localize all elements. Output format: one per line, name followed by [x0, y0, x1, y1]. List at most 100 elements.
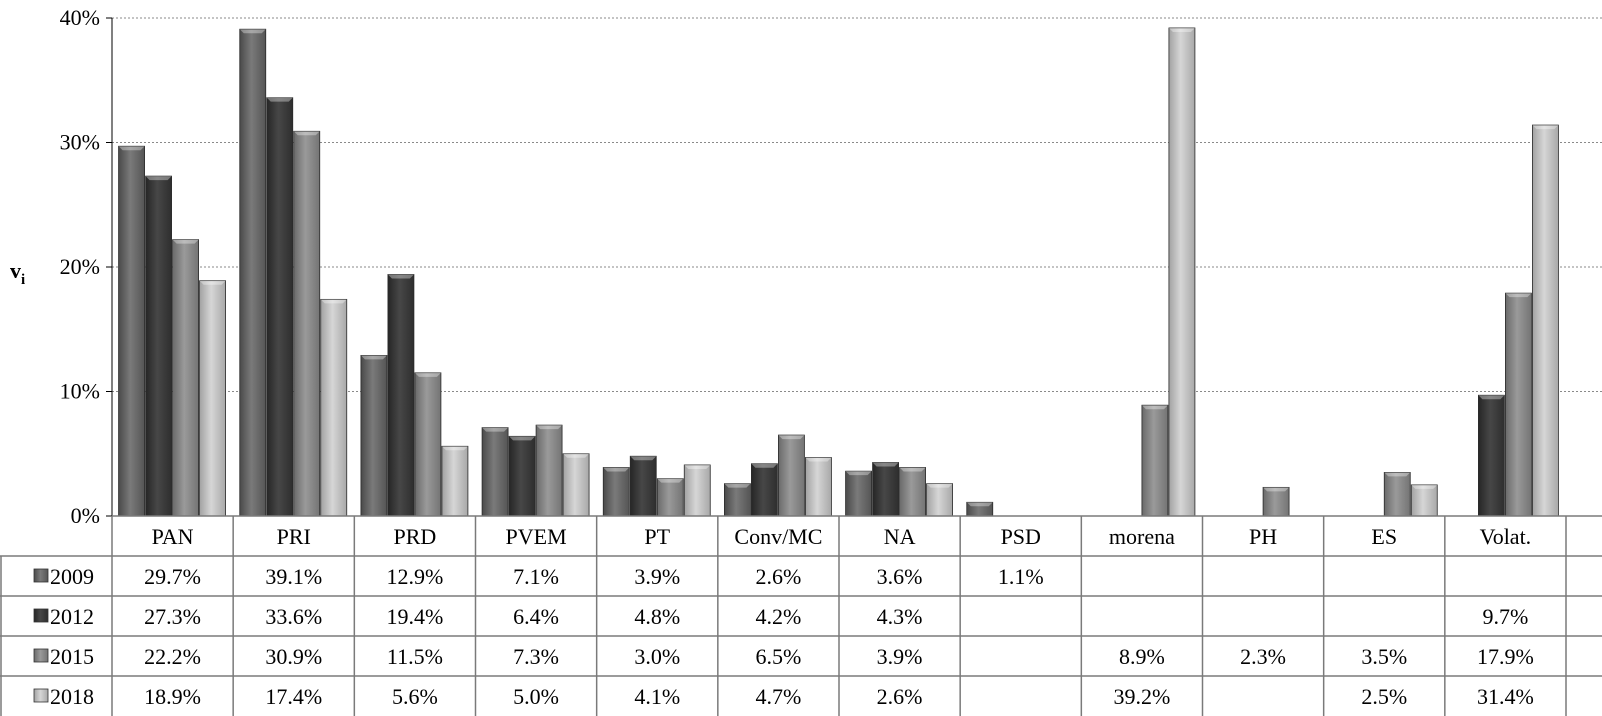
y-tick-label: 30%: [60, 130, 100, 155]
bar-cap: [563, 453, 590, 458]
legend-label-2018: 2018: [50, 684, 94, 709]
bar-2009-na: [845, 470, 872, 517]
legend-swatch-2018: [33, 688, 49, 703]
bar-cap: [845, 471, 872, 476]
bar-2015-ph: [1262, 486, 1290, 517]
bar-cap: [360, 355, 387, 360]
bar-2012-pt: [629, 455, 657, 517]
category-label: PAN: [152, 524, 194, 549]
data-label: 17.4%: [265, 684, 322, 709]
bar-cap: [199, 280, 226, 285]
data-label: 29.7%: [144, 564, 201, 589]
bar-cap: [482, 427, 509, 432]
bar-cap: [145, 176, 172, 181]
data-label: 6.4%: [513, 604, 559, 629]
data-label: 8.9%: [1119, 644, 1165, 669]
y-tick-label: 20%: [60, 254, 100, 279]
bar-2018-morena: [1168, 27, 1196, 517]
bar-cap: [966, 502, 993, 507]
bar-2012-na: [872, 462, 899, 517]
bar-cap: [724, 483, 751, 488]
bar-cap: [657, 478, 684, 483]
bar-cap: [239, 29, 266, 34]
data-label: 19.4%: [387, 604, 444, 629]
bar-2015-conv-mc: [778, 434, 805, 517]
bar-cap: [1384, 472, 1411, 477]
bar-2015-na: [899, 467, 926, 517]
bar-2012-prd: [387, 274, 415, 517]
data-label: 7.3%: [513, 644, 559, 669]
data-label: 3.6%: [877, 564, 923, 589]
legend-swatch-2015: [33, 648, 49, 663]
bar-cap: [1478, 395, 1505, 400]
category-label: PT: [644, 524, 670, 549]
bar-2012-volat-: [1478, 394, 1505, 517]
data-label: 2.6%: [877, 684, 923, 709]
data-label: 4.1%: [634, 684, 680, 709]
bar-2012-conv-mc: [751, 463, 778, 517]
data-label: 22.2%: [144, 644, 201, 669]
data-label: 2.3%: [1240, 644, 1286, 669]
y-tick-label: 10%: [60, 379, 100, 404]
legend-label-2009: 2009: [50, 564, 94, 589]
data-table: PAN PRI PRD PVEM PT Conv/MC NA PSD morena PH ES Vol…: [0, 515, 1602, 716]
bar-cap: [536, 425, 563, 430]
bars: [118, 27, 1559, 517]
bar-2018-conv-mc: [805, 457, 832, 517]
bar-cap: [172, 239, 199, 244]
bar-2015-pri: [293, 130, 321, 517]
bar-cap: [778, 435, 805, 440]
data-label: 11.5%: [387, 644, 443, 669]
data-label: 1.1%: [998, 564, 1044, 589]
bar-2012-pri: [266, 97, 294, 517]
bar-cap: [751, 463, 778, 468]
data-label: 4.7%: [756, 684, 802, 709]
data-label: 6.5%: [756, 644, 802, 669]
bar-2009-conv-mc: [724, 483, 751, 517]
legend-label-2012: 2012: [50, 604, 94, 629]
legend-label-2015: 2015: [50, 644, 94, 669]
bar-2009-prd: [360, 354, 388, 517]
data-label: 33.6%: [265, 604, 322, 629]
bar-cap: [805, 457, 832, 462]
bar-cap: [509, 436, 536, 441]
data-label: 3.0%: [634, 644, 680, 669]
bar-2015-pvem: [535, 424, 563, 517]
data-label: 39.2%: [1114, 684, 1171, 709]
bar-cap: [441, 446, 468, 451]
bar-cap: [684, 464, 711, 469]
legend-swatch-2009: [33, 568, 49, 583]
bar-2009-pri: [239, 28, 267, 517]
bar-2012-pvem: [508, 435, 536, 517]
data-label: 2.6%: [756, 564, 802, 589]
category-label: PSD: [1001, 524, 1041, 549]
category-label: PRD: [394, 524, 437, 549]
legend-swatch-2012: [33, 608, 49, 623]
bar-cap: [926, 483, 953, 488]
category-label: NA: [884, 524, 916, 549]
category-label: Conv/MC: [734, 524, 822, 549]
data-label: 7.1%: [513, 564, 559, 589]
bar-2018-pt: [683, 464, 711, 517]
data-label: 3.5%: [1361, 644, 1407, 669]
y-axis-ticks: 0% 10% 20% 30% 40%: [60, 5, 113, 528]
bar-cap: [603, 467, 630, 472]
data-label: 2.5%: [1361, 684, 1407, 709]
bar-cap: [266, 97, 293, 102]
bar-cap: [118, 146, 145, 151]
bar-2018-prd: [441, 445, 469, 517]
bar-cap: [899, 467, 926, 472]
bar-2012-pan: [145, 175, 172, 517]
category-label: PRI: [277, 524, 311, 549]
data-label: 17.9%: [1477, 644, 1534, 669]
data-label: 5.6%: [392, 684, 438, 709]
bar-cap: [1532, 125, 1559, 130]
bar-2015-morena: [1141, 404, 1169, 517]
bar-cap: [630, 456, 657, 461]
bar-2015-pan: [172, 239, 199, 517]
data-label: 39.1%: [265, 564, 322, 589]
gridlines: [112, 17, 1602, 392]
bar-cap: [320, 299, 347, 304]
bar-2018-pvem: [562, 453, 590, 517]
